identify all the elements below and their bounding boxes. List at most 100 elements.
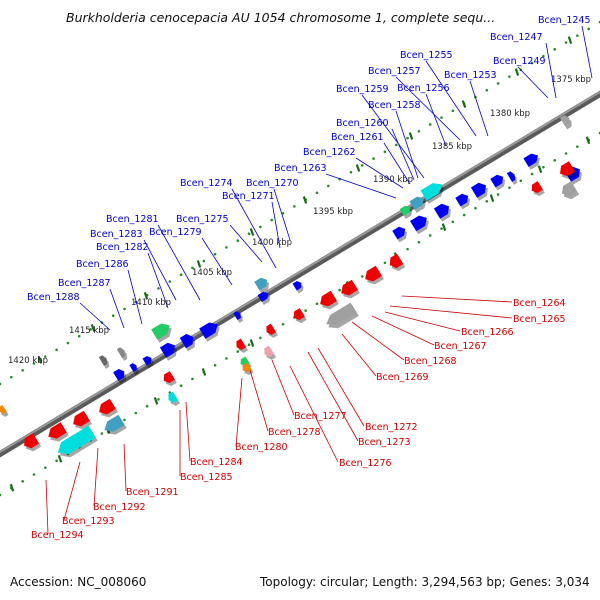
- track-dot: [428, 234, 432, 237]
- plus-gene: [292, 280, 304, 294]
- tick-mark: [408, 132, 414, 140]
- plus-gene: [506, 171, 518, 185]
- plus-leader: [157, 224, 201, 301]
- track-dot: [66, 341, 70, 345]
- gene-body: [266, 323, 277, 335]
- plus-gene: [129, 363, 139, 375]
- minus-gene: [320, 290, 339, 310]
- track-dot: [304, 309, 307, 312]
- gene-body: [560, 161, 576, 177]
- minus-gene: [163, 371, 177, 387]
- label-leaders: [45, 25, 593, 535]
- track-dot: [157, 287, 160, 290]
- gene-body: [151, 323, 170, 340]
- gene-body: [254, 277, 268, 291]
- track-dot: [0, 493, 2, 497]
- gene-body: [0, 405, 7, 414]
- plus-gene-label: Bcen_1262: [303, 147, 356, 158]
- track-dot: [406, 136, 409, 140]
- track-dot: [372, 157, 375, 160]
- tick-mark: [90, 324, 96, 332]
- plus-gene-label: Bcen_1263: [274, 163, 327, 174]
- plus-gene-label: Bcen_1286: [76, 259, 129, 270]
- gene-body: [470, 182, 486, 198]
- scale-label: 1420 kbp: [8, 356, 48, 366]
- tick-mark: [537, 165, 543, 174]
- track-dot: [145, 404, 149, 408]
- gene-labels: Bcen_1245 Bcen_1247 Bcen_1249 Bcen_1253 Bcen…: [27, 15, 591, 541]
- track-dot: [349, 170, 353, 174]
- track-dot: [191, 377, 194, 381]
- track-dot: [134, 411, 138, 415]
- gene-body: [98, 355, 108, 366]
- track-dot: [247, 232, 251, 236]
- track-dot: [394, 143, 398, 147]
- gene-body: [320, 290, 337, 307]
- plus-gene-label: Bcen_1247: [490, 32, 543, 43]
- gene-body: [399, 205, 411, 217]
- track-dot: [236, 239, 240, 242]
- gene-body: [326, 302, 357, 326]
- plus-gene: [470, 182, 488, 201]
- track-dot: [123, 418, 126, 422]
- backbone-highlight: [0, 90, 600, 454]
- gene-body: [242, 362, 252, 373]
- minus-leader: [341, 333, 377, 377]
- track-dot: [530, 61, 534, 65]
- gene-body: [129, 363, 137, 372]
- track-dot: [519, 179, 523, 183]
- scale-label: 1385 kbp: [432, 142, 472, 152]
- minus-gene-label: Bcen_1278: [268, 427, 321, 438]
- plus-gene-label: Bcen_1275: [176, 214, 229, 225]
- plus-gene-label: Bcen_1279: [149, 227, 202, 238]
- plus-leader: [395, 110, 419, 179]
- gene-body: [531, 181, 543, 194]
- plus-gene-label: Bcen_1256: [397, 83, 450, 94]
- tick-mark: [249, 339, 255, 347]
- track-dot: [360, 275, 364, 278]
- minus-gene-cyan: [168, 391, 181, 406]
- tick-mark: [355, 164, 361, 172]
- tick-mark: [461, 100, 467, 108]
- plus-gene-cyan: [420, 183, 445, 204]
- track-dot: [32, 362, 36, 365]
- minus-gene: [236, 338, 249, 353]
- minus-gene: [24, 433, 42, 452]
- gene-body: [559, 115, 570, 127]
- minus-gene-label: Bcen_1265: [513, 314, 566, 325]
- gene-body: [455, 193, 469, 207]
- track-dot: [55, 459, 58, 463]
- plus-leader: [517, 66, 549, 99]
- track-dot: [43, 466, 47, 469]
- minus-gene-label: Bcen_1266: [461, 327, 514, 338]
- tick-mark: [441, 223, 447, 231]
- plus-leader: [391, 128, 415, 181]
- track-dot: [530, 172, 534, 176]
- minus-leader: [371, 315, 435, 346]
- gene-body: [389, 253, 404, 269]
- plus-gene-label: Bcen_1271: [222, 191, 275, 202]
- plus-gene-label: Bcen_1270: [246, 178, 299, 189]
- backbone-line: [0, 90, 600, 458]
- plus-leader: [79, 302, 111, 331]
- plus-gene-label: Bcen_1259: [336, 84, 389, 95]
- track-dot: [281, 211, 285, 215]
- gene-body: [420, 183, 443, 201]
- plus-leader: [127, 269, 143, 325]
- track-dot: [564, 152, 568, 155]
- minus-gene: [560, 161, 578, 180]
- track-dot: [485, 200, 489, 203]
- gene-body: [168, 391, 179, 403]
- track-dot: [225, 357, 228, 360]
- track-dot: [496, 193, 500, 196]
- track-dot: [508, 186, 511, 189]
- track-dot: [576, 145, 579, 148]
- gene-body: [410, 215, 427, 232]
- track-dot: [496, 82, 500, 85]
- plus-gene-label: Bcen_1255: [400, 50, 453, 61]
- plus-gene-green: [399, 205, 413, 220]
- plus-leader: [395, 76, 461, 141]
- minus-gene-label: Bcen_1268: [404, 356, 457, 367]
- minus-leader: [351, 321, 405, 361]
- plus-leader: [229, 224, 263, 263]
